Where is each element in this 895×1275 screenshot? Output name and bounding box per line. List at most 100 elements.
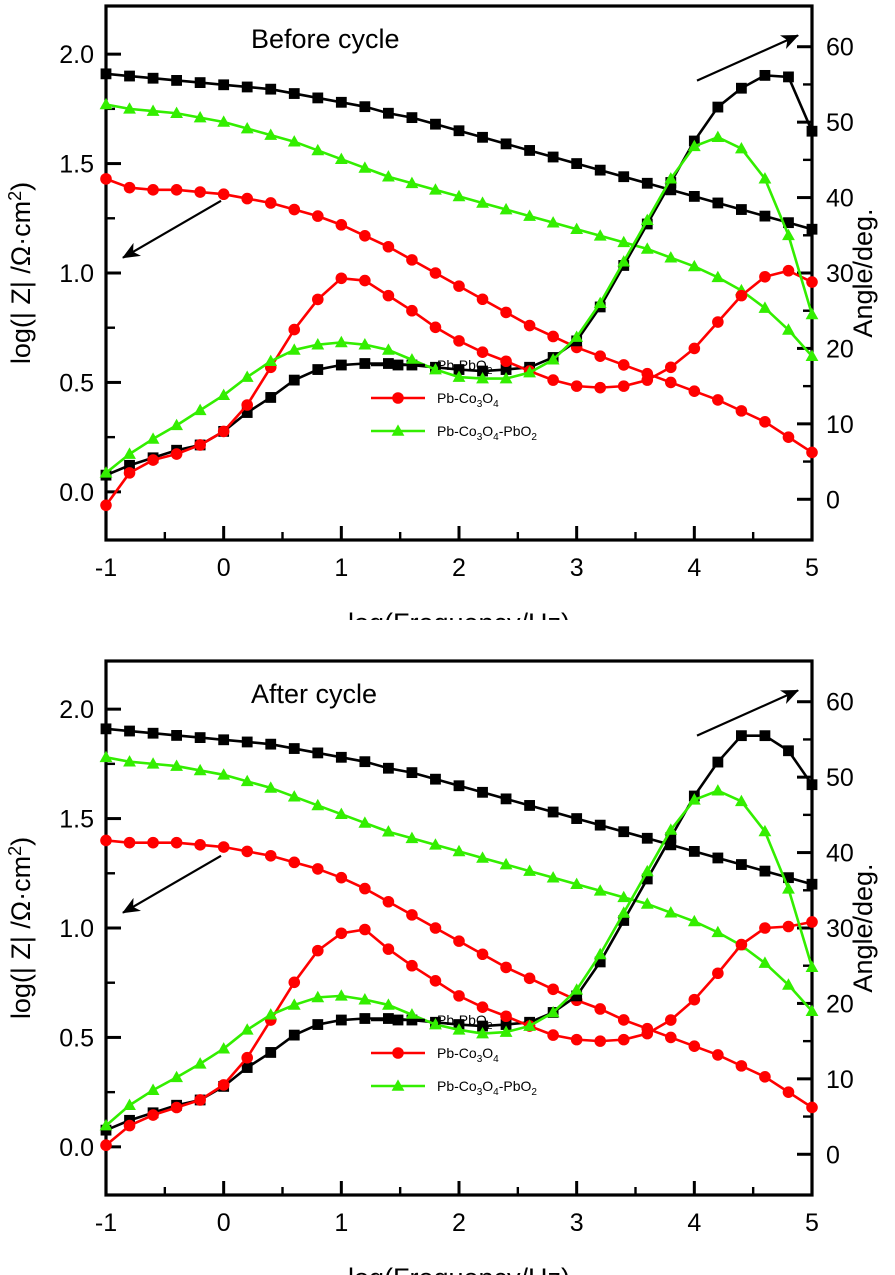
data-marker-circle (147, 836, 159, 849)
y-right-tick-label: 50 (826, 109, 854, 137)
data-marker-square (194, 732, 206, 743)
data-marker-square (783, 71, 794, 83)
data-marker-triangle (687, 914, 701, 927)
data-marker-triangle (193, 1057, 207, 1069)
data-marker-square (547, 151, 559, 163)
data-marker-triangle (452, 189, 466, 202)
data-marker-square (665, 832, 677, 843)
data-marker-triangle (711, 925, 725, 938)
data-marker-square (783, 872, 794, 884)
data-marker-square (359, 101, 371, 113)
data-marker-triangle (499, 202, 513, 215)
data-marker-square (500, 1019, 512, 1030)
plot-frame (104, 4, 814, 542)
data-marker-triangle (240, 370, 254, 382)
data-marker-circle (170, 1101, 183, 1114)
data-marker-circle (429, 267, 442, 279)
data-marker-square (312, 747, 324, 759)
data-marker-circle (453, 935, 465, 947)
data-marker-circle (547, 983, 559, 996)
data-marker-square (500, 793, 512, 805)
y-left-tick-label: 2.0 (59, 696, 94, 724)
legend-entry: Pb-Co3O4 (371, 1045, 499, 1065)
data-marker-triangle (782, 228, 795, 241)
x-tick-label: 3 (570, 1209, 584, 1237)
data-marker-circle (500, 1010, 512, 1023)
data-marker-triangle (476, 196, 489, 208)
panel-title: After cycle (251, 679, 377, 709)
data-marker-circle (194, 1094, 206, 1106)
data-marker-circle (500, 306, 512, 319)
data-marker-triangle (429, 183, 442, 195)
data-marker-square (453, 364, 465, 375)
data-marker-circle (735, 405, 748, 417)
y-right-tick-label: 20 (826, 335, 854, 363)
series-pb-co3o4-angle (100, 916, 818, 1152)
legend-entry: Pb-PbO2 (371, 1012, 493, 1032)
data-marker-square (406, 112, 418, 124)
legend-label: Pb-Co3O4 (437, 1045, 499, 1065)
data-marker-circle (100, 834, 112, 847)
data-marker-circle (594, 350, 606, 362)
data-marker-triangle (711, 130, 725, 143)
data-marker-circle (594, 1003, 606, 1015)
angle-annotation-arrow (696, 689, 800, 737)
series-pb-co3o4-angle (100, 264, 818, 512)
data-marker-circle (759, 270, 771, 283)
data-marker-triangle (546, 353, 560, 365)
data-marker-square (359, 756, 371, 768)
data-marker-triangle (170, 759, 183, 771)
data-marker-circle (594, 1035, 606, 1047)
data-marker-triangle (687, 793, 701, 805)
data-marker-triangle (782, 978, 795, 990)
data-marker-triangle (499, 857, 513, 870)
data-marker-circle (194, 439, 206, 451)
data-marker-square (453, 125, 465, 137)
data-marker-triangle (287, 135, 301, 147)
legend-label: Pb-PbO2 (437, 1012, 493, 1032)
y-left-axis-title: log(| Z| /Ω·cm2) (5, 837, 36, 1019)
data-marker-circle (806, 446, 818, 459)
data-marker-circle (806, 1101, 818, 1114)
data-marker-square (477, 786, 488, 798)
data-marker-square (571, 990, 583, 1002)
data-marker-circle (241, 399, 253, 411)
data-marker-triangle (382, 825, 395, 837)
data-marker-triangle (617, 255, 631, 267)
data-marker-circle (264, 849, 277, 862)
data-marker-square (312, 364, 324, 375)
data-marker-circle (688, 993, 701, 1006)
data-marker-circle (241, 192, 253, 205)
data-marker-circle (359, 229, 371, 242)
data-marker-square (806, 779, 818, 791)
data-marker-square (594, 164, 606, 176)
y-right-tick-label: 30 (826, 260, 854, 288)
data-marker-circle (264, 197, 277, 209)
series-pb-co3o4-pbo2-angle (99, 130, 819, 478)
data-marker-circle (123, 836, 136, 849)
data-marker-square (392, 359, 404, 371)
data-marker-triangle (240, 1023, 254, 1035)
data-marker-square (124, 725, 135, 737)
data-marker-square (359, 1013, 371, 1024)
data-marker-triangle (193, 111, 207, 123)
data-marker-circle (500, 961, 512, 974)
data-marker-triangle (711, 270, 725, 283)
data-marker-circle (570, 1033, 583, 1046)
data-marker-square (688, 191, 700, 202)
x-tick-label: 4 (687, 1209, 701, 1237)
data-marker-square (736, 730, 747, 742)
data-marker-square (241, 81, 253, 93)
data-marker-circle (547, 330, 559, 343)
data-marker-circle (100, 173, 112, 185)
data-marker-circle (782, 920, 795, 933)
data-marker-triangle (146, 432, 160, 444)
data-marker-triangle (382, 998, 395, 1010)
data-marker-circle (359, 923, 371, 936)
y-left-tick-label: 1.5 (59, 151, 94, 179)
x-tick-label: -1 (95, 554, 117, 582)
data-marker-square (241, 407, 253, 418)
y-right-tick-label: 0 (826, 1141, 840, 1169)
data-marker-square (594, 956, 606, 968)
